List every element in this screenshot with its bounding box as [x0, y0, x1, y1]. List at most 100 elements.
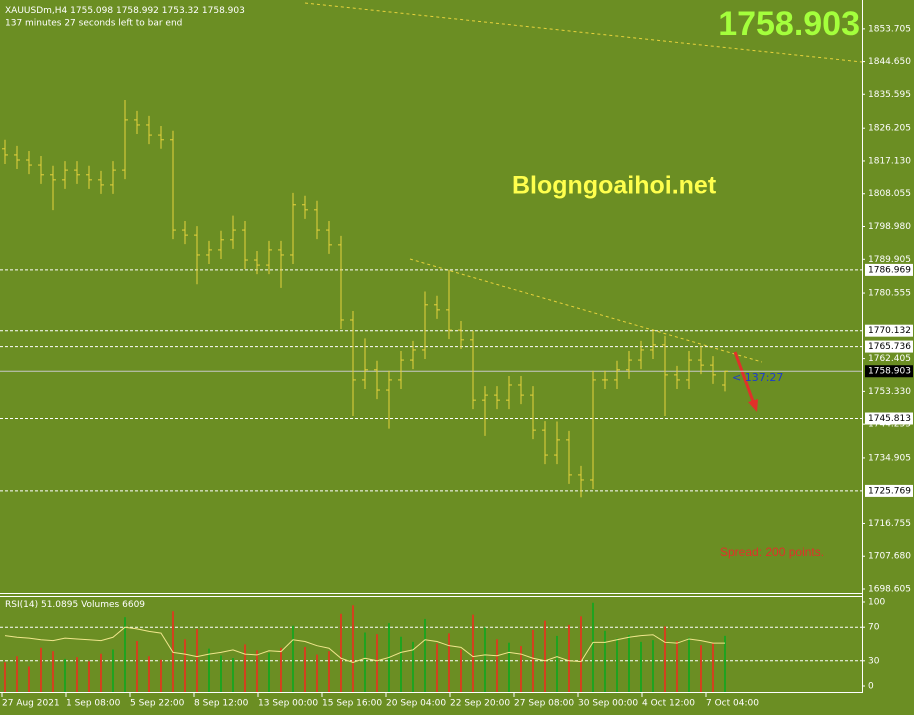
- ohlc-bar: [170, 130, 176, 240]
- ohlc-bar: [386, 370, 392, 429]
- x-tick-label: 20 Sep 04:00: [386, 699, 446, 709]
- ohlc-bar: [134, 110, 140, 134]
- ohlc-bar: [518, 375, 524, 405]
- bar-open: 1755.098: [70, 6, 113, 16]
- ohlc-bar: [254, 250, 260, 275]
- rsi-tick-label: 100: [868, 598, 885, 608]
- y-tick-label: 1744.255: [868, 420, 911, 430]
- level-label-box: [865, 484, 913, 497]
- rsi-tick-label: 70: [868, 623, 880, 633]
- ohlc-bar: [242, 221, 248, 270]
- level-label-box: [865, 412, 913, 425]
- bar-close: 1758.903: [202, 6, 245, 16]
- countdown: < 137:27: [732, 371, 783, 384]
- x-tick-label: 5 Sep 22:00: [130, 699, 185, 709]
- ohlc-bar: [554, 421, 560, 465]
- ohlc-bar: [626, 351, 632, 379]
- ohlc-bar: [506, 375, 512, 410]
- ohlc-bar: [362, 338, 368, 389]
- y-tick-label: 1808.055: [868, 189, 911, 199]
- ohlc-bar: [50, 165, 56, 211]
- ohlc-bar: [314, 200, 320, 240]
- ohlc-bar: [86, 165, 92, 189]
- ohlc-bar: [350, 310, 356, 417]
- ohlc-bar: [302, 195, 308, 219]
- level-label: 1770.132: [868, 326, 911, 336]
- ohlc-bar: [110, 161, 116, 194]
- arrow-head: [748, 399, 758, 412]
- level-label-box: [865, 263, 913, 276]
- ohlc-bar: [290, 192, 296, 264]
- ohlc-bar: [434, 295, 440, 319]
- x-tick-label: 7 Oct 04:00: [706, 699, 759, 709]
- x-tick-label: 4 Oct 12:00: [642, 699, 695, 709]
- y-tick-label: 1716.755: [868, 519, 911, 529]
- ohlc-bar: [98, 170, 104, 194]
- ohlc-bar: [398, 351, 404, 389]
- ohlc-bar: [26, 150, 32, 175]
- ohlc-bar: [62, 161, 68, 189]
- trend-line: [409, 258, 763, 363]
- ohlc-bar: [530, 386, 536, 440]
- rsi-line: [4, 626, 726, 664]
- volume-value: 6609: [122, 600, 145, 610]
- ohlc-bar: [74, 161, 80, 184]
- ohlc-bar: [494, 386, 500, 410]
- ohlc-bar: [542, 421, 548, 465]
- ohlc-bar: [458, 321, 464, 349]
- ohlc-bar: [158, 126, 164, 149]
- ohlc-bar: [38, 156, 44, 184]
- ohlc-bar: [230, 215, 236, 249]
- ohlc-bar: [218, 230, 224, 259]
- ohlc-bar: [206, 240, 212, 264]
- ohlc-bar: [674, 365, 680, 389]
- level-label-box: [865, 340, 913, 353]
- ohlc-bar: [578, 465, 584, 498]
- level-label-box: [865, 324, 913, 337]
- ohlc-bar: [14, 145, 20, 170]
- y-tick-label: 1762.405: [868, 354, 911, 364]
- ohlc-bar: [2, 139, 8, 164]
- ohlc-bar: [374, 360, 380, 400]
- rsi-label: RSI(14): [5, 600, 38, 610]
- y-tick-label: 1853.705: [868, 24, 911, 34]
- y-tick-label: 1753.330: [868, 387, 911, 397]
- bar-high: 1758.992: [116, 6, 159, 16]
- ohlc-bar: [614, 360, 620, 389]
- ohlc-bar: [182, 221, 188, 245]
- ohlc-bar: [278, 240, 284, 288]
- x-tick-label: 27 Aug 2021: [2, 699, 60, 709]
- timer-text: 137 minutes 27 seconds left to bar end: [5, 19, 182, 29]
- y-tick-label: 1835.595: [868, 90, 911, 100]
- x-tick-label: 1 Sep 08:00: [66, 699, 121, 709]
- symbol-info: XAUUSDm,H4 1755.098 1758.992 1753.32 175…: [5, 6, 245, 16]
- ohlc-bar: [482, 386, 488, 436]
- y-tick-label: 1826.205: [868, 124, 911, 134]
- ohlc-bar: [446, 269, 452, 340]
- ohlc-bar: [338, 235, 344, 330]
- level-label: 1745.813: [868, 414, 911, 424]
- y-tick-label: 1789.905: [868, 255, 911, 265]
- ohlc-bar: [710, 356, 716, 384]
- ohlc-bar: [590, 370, 596, 489]
- ohlc-bar: [722, 370, 728, 392]
- watermark: Blogngoaihoi.net: [512, 172, 717, 200]
- ohlc-bar: [686, 351, 692, 389]
- ohlc-bar: [146, 115, 152, 145]
- bid-label: 1758.903: [868, 367, 911, 377]
- y-tick-label: 1817.130: [868, 156, 911, 166]
- level-label: 1725.769: [868, 486, 911, 496]
- x-tick-label: 27 Sep 08:00: [514, 699, 574, 709]
- x-tick-label: 15 Sep 16:00: [322, 699, 382, 709]
- symbol: XAUUSDm,H4: [5, 6, 68, 16]
- ohlc-bar: [410, 340, 416, 370]
- y-tick-label: 1707.680: [868, 552, 911, 562]
- ohlc-bar: [662, 335, 668, 417]
- bid-price: 1758.903: [718, 5, 860, 43]
- rsi-tick-label: 30: [868, 656, 880, 666]
- volume-label: Volumes: [81, 600, 119, 610]
- ohlc-bar: [470, 330, 476, 410]
- y-tick-label: 1844.650: [868, 57, 911, 67]
